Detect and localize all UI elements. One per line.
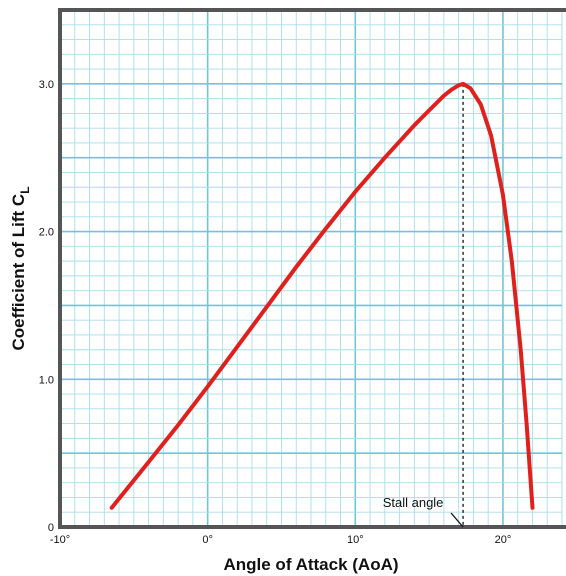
y-tick-label: 0 <box>48 522 54 534</box>
stall-angle-label: Stall angle <box>383 495 444 510</box>
x-tick-label: 10° <box>347 534 364 546</box>
y-tick-label: 3.0 <box>39 79 54 91</box>
y-axis-title: Coefficient of Lift CL <box>9 186 32 350</box>
x-tick-label: 20° <box>495 534 512 546</box>
x-tick-label: -10° <box>50 534 70 546</box>
chart-grid <box>59 9 563 528</box>
x-axis-ticks: -10° 0° 10° 20° <box>50 534 511 546</box>
y-tick-label: 1.0 <box>39 374 54 386</box>
y-tick-label: 2.0 <box>39 227 54 239</box>
plot-area-frame <box>58 8 566 529</box>
series-line-lift-curve <box>109 81 535 510</box>
y-axis-title-text: Coefficient of Lift C <box>9 194 28 351</box>
y-axis-ticks: 0 1.0 2.0 3.0 <box>39 79 54 534</box>
stall-angle-leader <box>450 512 464 528</box>
x-axis-title: Angle of Attack (AoA) <box>223 555 398 574</box>
y-axis-title-subscript: L <box>18 186 32 193</box>
x-tick-label: 0° <box>202 534 213 546</box>
